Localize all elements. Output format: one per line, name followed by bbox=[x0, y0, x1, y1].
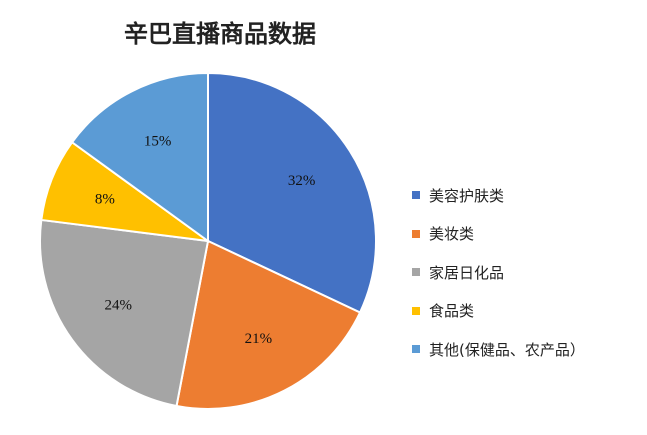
legend-item-1: 美容护肤类 bbox=[412, 176, 585, 215]
slice-label-2: 21% bbox=[245, 331, 273, 347]
slice-label-3: 24% bbox=[105, 298, 133, 314]
legend-swatch bbox=[412, 268, 420, 277]
legend-label: 其他(保健品、农产品） bbox=[429, 340, 585, 359]
slice-label-5: 15% bbox=[144, 134, 172, 150]
legend-label: 美妆类 bbox=[429, 225, 475, 244]
pie-slice-5 bbox=[70, 71, 209, 243]
slice-label-1: 32% bbox=[288, 173, 316, 189]
legend-item-4: 食品类 bbox=[412, 292, 585, 331]
pie-slice-3 bbox=[39, 218, 210, 408]
legend-swatch bbox=[412, 345, 420, 354]
legend-item-3: 家居日化品 bbox=[412, 253, 585, 292]
legend-label: 美容护肤类 bbox=[429, 186, 505, 205]
legend: 美容护肤类美妆类家居日化品食品类其他(保健品、农产品） bbox=[412, 176, 585, 369]
legend-swatch bbox=[412, 306, 420, 315]
legend-item-5: 其他(保健品、农产品） bbox=[412, 330, 585, 369]
pie-slice-1 bbox=[207, 71, 377, 314]
legend-label: 家居日化品 bbox=[429, 263, 505, 282]
legend-item-2: 美妆类 bbox=[412, 215, 585, 254]
chart-title: 辛巴直播商品数据 bbox=[124, 19, 316, 48]
legend-swatch bbox=[412, 229, 420, 238]
slice-label-4: 8% bbox=[95, 192, 115, 208]
legend-label: 食品类 bbox=[429, 302, 475, 321]
pie-slice-2 bbox=[175, 239, 362, 410]
legend-swatch bbox=[412, 191, 420, 200]
